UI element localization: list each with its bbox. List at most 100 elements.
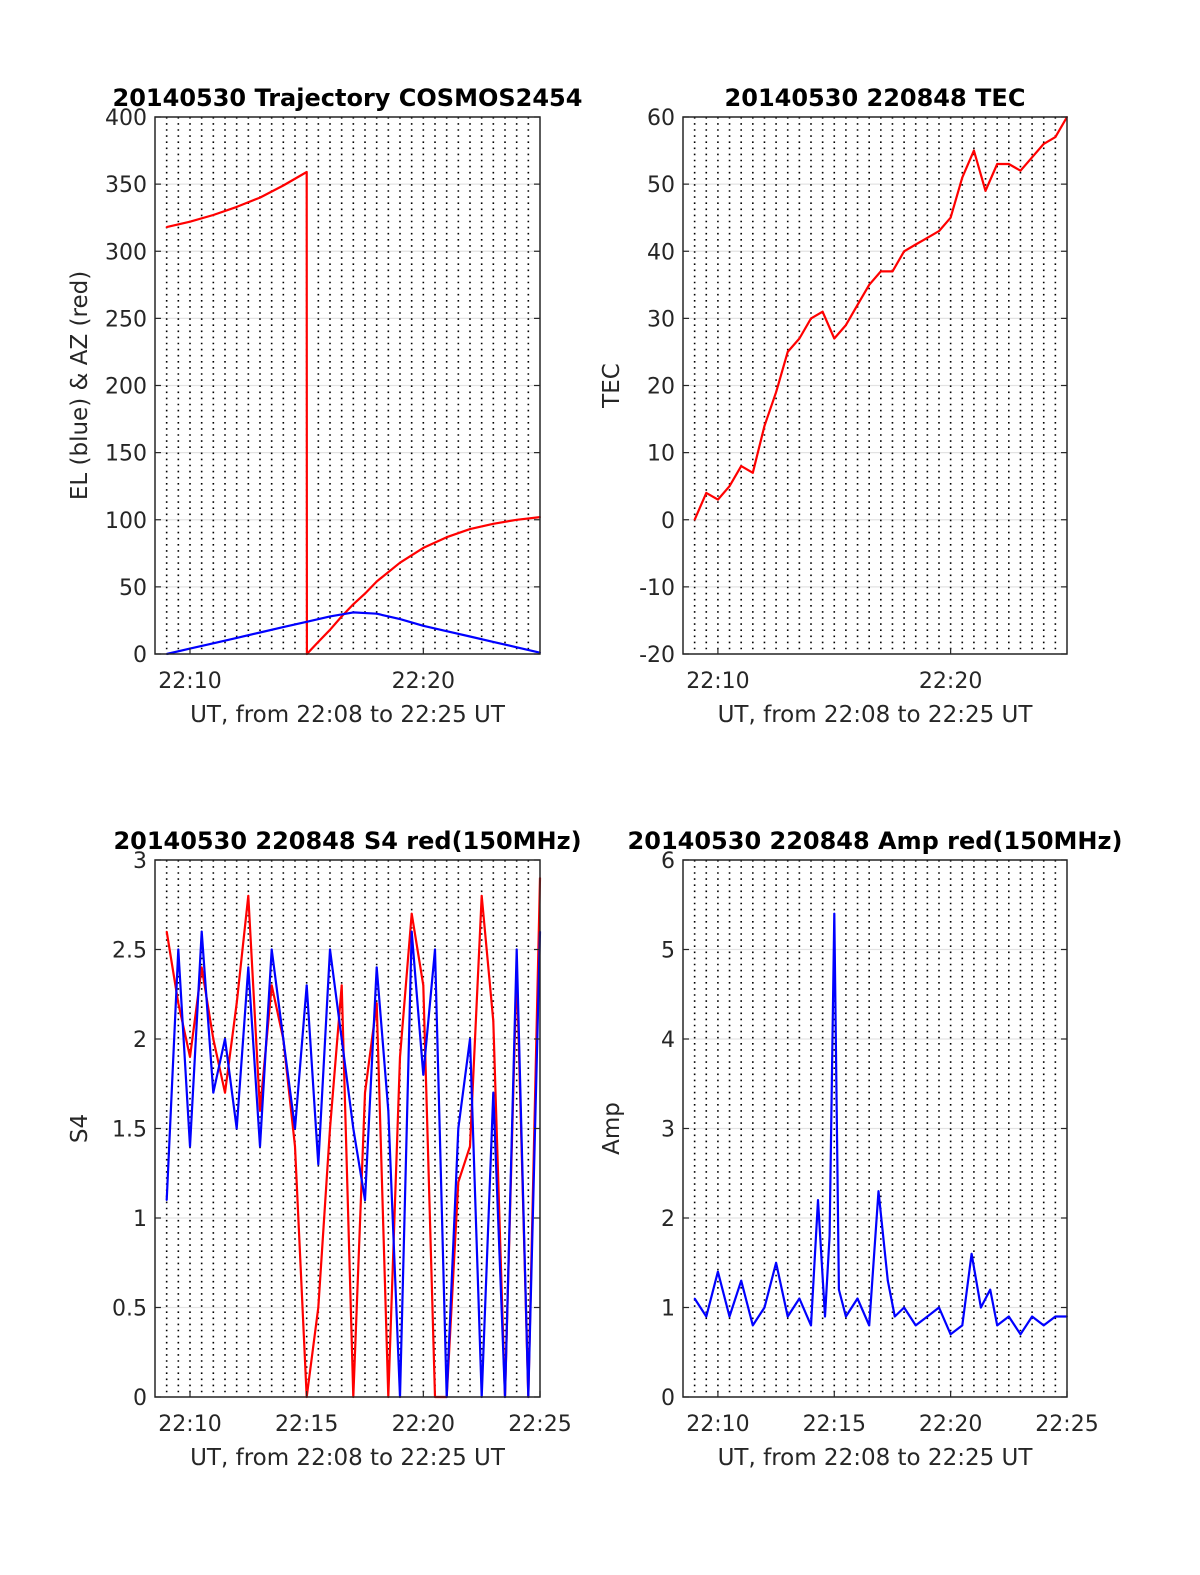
amp-point-0-9 [798, 1297, 801, 1300]
tec-ytick-label-1: -10 [639, 576, 675, 601]
tec-point-0-9 [798, 337, 801, 340]
s4-point-0-1 [177, 1002, 180, 1005]
tec-point-0-29 [1031, 156, 1033, 159]
s4-point-1-30 [515, 948, 518, 951]
trajectory-point-1-10 [399, 618, 401, 620]
tec-point-0-31 [1054, 136, 1057, 139]
s4-point-1-17 [364, 1199, 366, 1201]
trajectory-ytick-label-3: 150 [105, 442, 147, 467]
trajectory-point-1-6 [305, 620, 308, 623]
amp-point-0-10 [810, 1324, 812, 1327]
amp-point-0-25 [938, 1306, 940, 1309]
tec-xlabel: UT, from 22:08 to 22:25 UT [718, 702, 1034, 728]
trajectory-ytick-label-5: 250 [105, 307, 147, 332]
s4-point-0-14 [329, 1127, 331, 1130]
amp-point-0-11 [817, 1199, 819, 1201]
trajectory-ytick-label-8: 400 [105, 106, 147, 131]
trajectory-point-0-19 [515, 518, 518, 521]
trajectory-ytick-label-4: 200 [105, 375, 147, 400]
amp-point-0-32 [1007, 1315, 1010, 1318]
s4-point-1-9 [270, 948, 273, 951]
trajectory-point-1-14 [492, 641, 495, 643]
tec-point-0-4 [740, 465, 743, 467]
trajectory-point-0-12 [364, 592, 366, 595]
amp-panel: 0 1 2 3 4 5 6 22:10 22:15 22:20 22:25 20140530 2208… [599, 827, 1122, 1471]
trajectory-point-0-10 [340, 615, 343, 618]
trajectory-point-1-8 [352, 611, 355, 614]
s4-point-0-9 [270, 984, 273, 987]
amp-point-0-28 [970, 1252, 973, 1255]
s4-point-1-19 [387, 1109, 390, 1112]
tec-point-0-10 [810, 317, 812, 320]
trajectory-point-0-13 [375, 580, 378, 583]
s4-point-0-2 [189, 1056, 191, 1058]
tec-point-0-23 [961, 176, 964, 179]
amp-point-0-19 [877, 1190, 880, 1193]
trajectory-point-0-2 [212, 214, 215, 216]
s4-point-0-27 [480, 894, 483, 897]
trajectory-xtick-label-1: 22:20 [392, 669, 455, 694]
s4-point-0-6 [235, 1002, 238, 1005]
s4-point-0-25 [457, 1181, 460, 1184]
tec-point-0-14 [856, 304, 859, 306]
amp-point-0-29 [979, 1306, 982, 1309]
tec-point-0-18 [903, 250, 905, 253]
s4-point-0-26 [469, 1145, 471, 1148]
amp-point-0-33 [1019, 1333, 1022, 1336]
amp-title: 20140530 220848 Amp red(150MHz) [628, 827, 1123, 855]
s4-ytick-label-5: 2.5 [112, 939, 147, 964]
amp-point-0-26 [949, 1333, 952, 1336]
s4-point-1-1 [177, 948, 180, 951]
s4-xtick-label-0: 22:10 [158, 1412, 221, 1437]
s4-point-1-22 [422, 1073, 425, 1076]
trajectory-title: 20140530 Trajectory COSMOS2454 [113, 84, 583, 112]
amp-xtick-label-2: 22:20 [919, 1412, 982, 1437]
tec-title: 20140530 220848 TEC [725, 84, 1026, 112]
tec-point-0-5 [751, 471, 754, 474]
s4-title: 20140530 220848 S4 red(150MHz) [113, 827, 581, 855]
s4-ytick-label-3: 1.5 [112, 1118, 147, 1143]
tec-point-0-21 [938, 230, 940, 233]
tec-point-0-1 [705, 492, 708, 494]
amp-point-0-23 [914, 1324, 917, 1327]
trajectory-point-1-4 [259, 631, 261, 634]
amp-point-0-8 [786, 1315, 789, 1318]
amp-ytick-label-4: 4 [661, 1028, 675, 1053]
amp-point-0-35 [1042, 1324, 1045, 1327]
s4-ytick-label-6: 3 [133, 849, 147, 874]
s4-xtick-label-1: 22:15 [275, 1412, 338, 1437]
s4-xlabel: UT, from 22:08 to 22:25 UT [190, 1445, 506, 1471]
amp-point-0-0 [693, 1297, 696, 1300]
tec-point-0-13 [845, 324, 847, 326]
amp-point-0-24 [926, 1315, 929, 1318]
amp-xlabel: UT, from 22:08 to 22:25 UT [718, 1445, 1034, 1471]
amp-point-0-18 [868, 1324, 871, 1327]
s4-point-1-15 [340, 1038, 343, 1040]
tec-point-0-0 [693, 518, 696, 521]
tec-point-0-7 [775, 391, 777, 394]
s4-point-0-0 [165, 930, 168, 933]
trajectory-point-0-8 [317, 641, 320, 643]
tec-ytick-label-6: 40 [647, 240, 675, 265]
trajectory-point-0-1 [189, 220, 191, 223]
tec-panel: -20 -10 0 10 20 30 40 50 60 22:10 22:20 20140530 22… [599, 84, 1068, 728]
s4-point-1-2 [189, 1145, 191, 1148]
s4-point-0-15 [340, 984, 343, 987]
amp-point-0-20 [886, 1279, 889, 1282]
s4-point-0-17 [364, 1091, 366, 1094]
trajectory-point-0-16 [445, 536, 448, 539]
trajectory-point-0-9 [329, 628, 331, 631]
tec-point-0-2 [717, 498, 719, 501]
trajectory-point-1-3 [235, 636, 238, 639]
s4-point-0-5 [224, 1091, 226, 1094]
amp-point-0-34 [1031, 1315, 1033, 1318]
trajectory-point-0-5 [282, 184, 285, 187]
tec-point-0-12 [833, 337, 836, 340]
s4-point-0-20 [399, 1056, 401, 1058]
s4-point-1-28 [492, 1091, 495, 1094]
amp-point-0-6 [763, 1306, 766, 1309]
s4-ytick-label-2: 1 [133, 1207, 147, 1232]
s4-point-0-13 [317, 1306, 320, 1309]
s4-xtick-label-2: 22:20 [392, 1412, 455, 1437]
amp-xtick-label-1: 22:15 [803, 1412, 866, 1437]
